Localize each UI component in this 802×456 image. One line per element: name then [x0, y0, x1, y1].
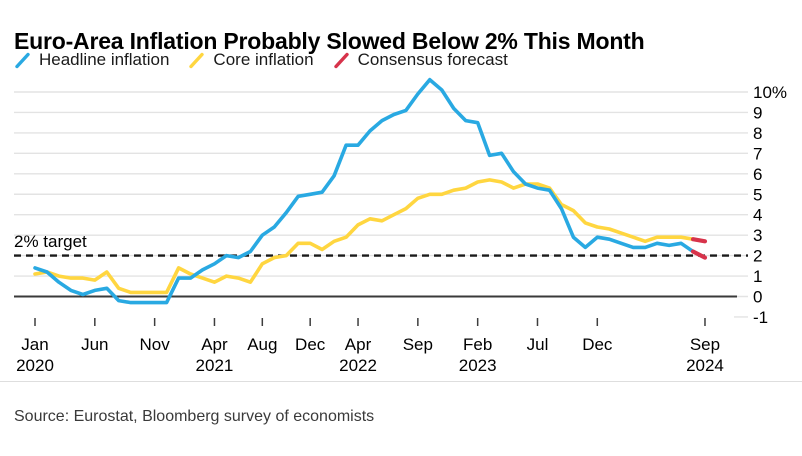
x-axis-year-label: 2023: [459, 356, 497, 375]
x-axis-month-label: Jul: [527, 335, 549, 354]
y-axis-label: 7: [753, 144, 762, 163]
y-axis-label: -1: [753, 308, 768, 327]
headline-inflation-line: [33, 77, 695, 305]
x-axis-month-label: Dec: [582, 335, 613, 354]
y-axis-label: 8: [753, 124, 762, 143]
y-axis-label: 5: [753, 185, 762, 204]
x-axis-month-label: Sep: [690, 335, 720, 354]
legend-label: Core inflation: [213, 50, 314, 69]
legend-label: Consensus forecast: [357, 50, 508, 69]
y-axis-label: 6: [753, 165, 762, 184]
y-axis-label: 9: [753, 103, 762, 122]
x-axis-month-label: Apr: [345, 335, 372, 354]
x-axis-month-label: Jun: [81, 335, 108, 354]
y-axis-label: 10%: [753, 83, 787, 102]
y-axis-label: 0: [753, 288, 762, 307]
footer-divider: [0, 381, 802, 382]
x-axis-month-label: Feb: [463, 335, 492, 354]
x-axis-year-label: 2024: [686, 356, 724, 375]
x-axis-month-label: Aug: [247, 335, 277, 354]
x-axis-month-label: Jan: [21, 335, 48, 354]
core-inflation-line: [33, 178, 695, 295]
x-axis-year-label: 2020: [16, 356, 54, 375]
x-axis-month-label: Dec: [295, 335, 326, 354]
y-axis-label: 3: [753, 226, 762, 245]
chart-title: Euro-Area Inflation Probably Slowed Belo…: [14, 28, 645, 55]
x-axis-year-label: 2021: [196, 356, 234, 375]
x-axis-year-label: 2022: [339, 356, 377, 375]
x-axis-month-label: Nov: [140, 335, 171, 354]
y-axis-label: 4: [753, 206, 762, 225]
source-note: Source: Eurostat, Bloomberg survey of ec…: [14, 408, 375, 425]
legend-item-consensus-forecast: Consensus forecast: [333, 50, 508, 70]
x-axis-month-label: Apr: [201, 335, 228, 354]
legend-label: Headline inflation: [39, 50, 170, 69]
legend-item-core-inflation: Core inflation: [188, 50, 314, 70]
y-axis-label: 2: [753, 247, 762, 266]
y-axis-label: 1: [753, 267, 762, 286]
headline-slash-icon: [15, 52, 30, 68]
legend: Headline inflation Core inflation Consen…: [14, 50, 508, 70]
consensus-forecast-segment: [690, 249, 708, 260]
x-axis-month-label: Sep: [403, 335, 433, 354]
legend-item-headline-inflation: Headline inflation: [14, 50, 169, 70]
forecast-slash-icon: [333, 52, 349, 68]
consensus-forecast-segment: [690, 237, 708, 244]
target-annotation-label: 2% target: [14, 232, 87, 251]
core-slash-icon: [189, 52, 205, 68]
